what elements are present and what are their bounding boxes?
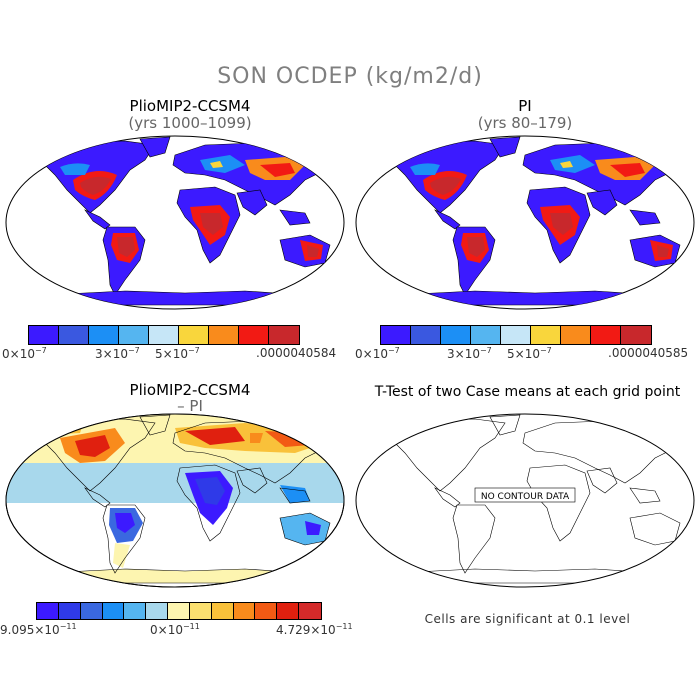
colorbar-3-swatch: [124, 603, 147, 619]
colorbar-3-swatch: [102, 603, 125, 619]
colorbar-3-label-zero: 0×10−11: [150, 622, 200, 637]
colorbar-2-swatch: [381, 326, 411, 344]
colorbar-2-label-max: .0000040585: [608, 346, 689, 360]
colorbar-1-swatch: [269, 326, 299, 344]
colorbar-1: [28, 325, 300, 345]
panel-1-title: PlioMIP2-CCSM4: [129, 97, 251, 115]
panel-3-subtitle: – PI: [177, 397, 203, 415]
panel-2-subtitle: (yrs 80–179): [477, 114, 573, 132]
map-1-land: [24, 136, 336, 306]
colorbar-2-swatch: [501, 326, 531, 344]
colorbar-3-label-max: 4.729×10−11: [276, 622, 353, 637]
colorbar-3-swatch: [255, 603, 278, 619]
colorbar-1-swatch: [29, 326, 59, 344]
no-data-label: NO CONTOUR DATA: [481, 492, 570, 502]
no-data-box: [474, 487, 576, 503]
colorbar-2-swatch: [471, 326, 501, 344]
colorbar-1-label-5e7: 5×10−7: [155, 346, 200, 361]
panel-4-title: T-Test of two Case means at each grid po…: [374, 384, 681, 400]
map-panel-3: [5, 413, 345, 588]
colorbar-1-swatch: [59, 326, 89, 344]
colorbar-3-swatch: [37, 603, 59, 619]
colorbar-1-swatch: [209, 326, 239, 344]
map-panel-4: NO CONTOUR DATA: [355, 413, 695, 588]
colorbar-3-label-min: 9.095×10−11: [0, 622, 77, 637]
colorbar-3-swatch: [299, 603, 321, 619]
colorbar-2-swatch: [561, 326, 591, 344]
colorbar-1-swatch: [119, 326, 149, 344]
colorbar-3-swatch: [168, 603, 190, 619]
colorbar-1-label-3e7: 3×10−7: [95, 346, 140, 361]
colorbar-2-label-min: 0×10−7: [355, 346, 400, 361]
colorbar-3-swatch: [277, 603, 300, 619]
colorbar-1-swatch: [89, 326, 119, 344]
map-panel-2: [355, 135, 695, 310]
colorbar-2-label-3e7: 3×10−7: [447, 346, 492, 361]
map-panel-1: [5, 135, 345, 310]
colorbar-2-swatch: [411, 326, 441, 344]
colorbar-2: [380, 325, 652, 345]
figure-title: SON OCDEP (kg/m2/d): [217, 64, 483, 89]
colorbar-1-label-max: .0000040584: [256, 346, 337, 360]
colorbar-1-label-min: 0×10−7: [2, 346, 47, 361]
colorbar-3: [36, 602, 322, 620]
colorbar-1-swatch: [149, 326, 179, 344]
colorbar-1-swatch: [179, 326, 209, 344]
colorbar-2-swatch: [621, 326, 651, 344]
colorbar-2-swatch: [531, 326, 561, 344]
panel-2-title: PI: [518, 97, 532, 115]
colorbar-3-swatch: [189, 603, 212, 619]
colorbar-3-swatch: [80, 603, 103, 619]
colorbar-2-swatch: [591, 326, 621, 344]
colorbar-2-swatch: [441, 326, 471, 344]
panel-1-subtitle: (yrs 1000–1099): [128, 114, 252, 132]
panel-3-title: PlioMIP2-CCSM4: [129, 381, 251, 399]
colorbar-3-swatch: [211, 603, 234, 619]
colorbar-3-swatch: [233, 603, 256, 619]
colorbar-2-label-5e7: 5×10−7: [507, 346, 552, 361]
colorbar-1-swatch: [239, 326, 269, 344]
colorbar-3-swatch: [146, 603, 169, 619]
significance-note: Cells are significant at 0.1 level: [424, 612, 631, 626]
colorbar-3-swatch: [58, 603, 81, 619]
